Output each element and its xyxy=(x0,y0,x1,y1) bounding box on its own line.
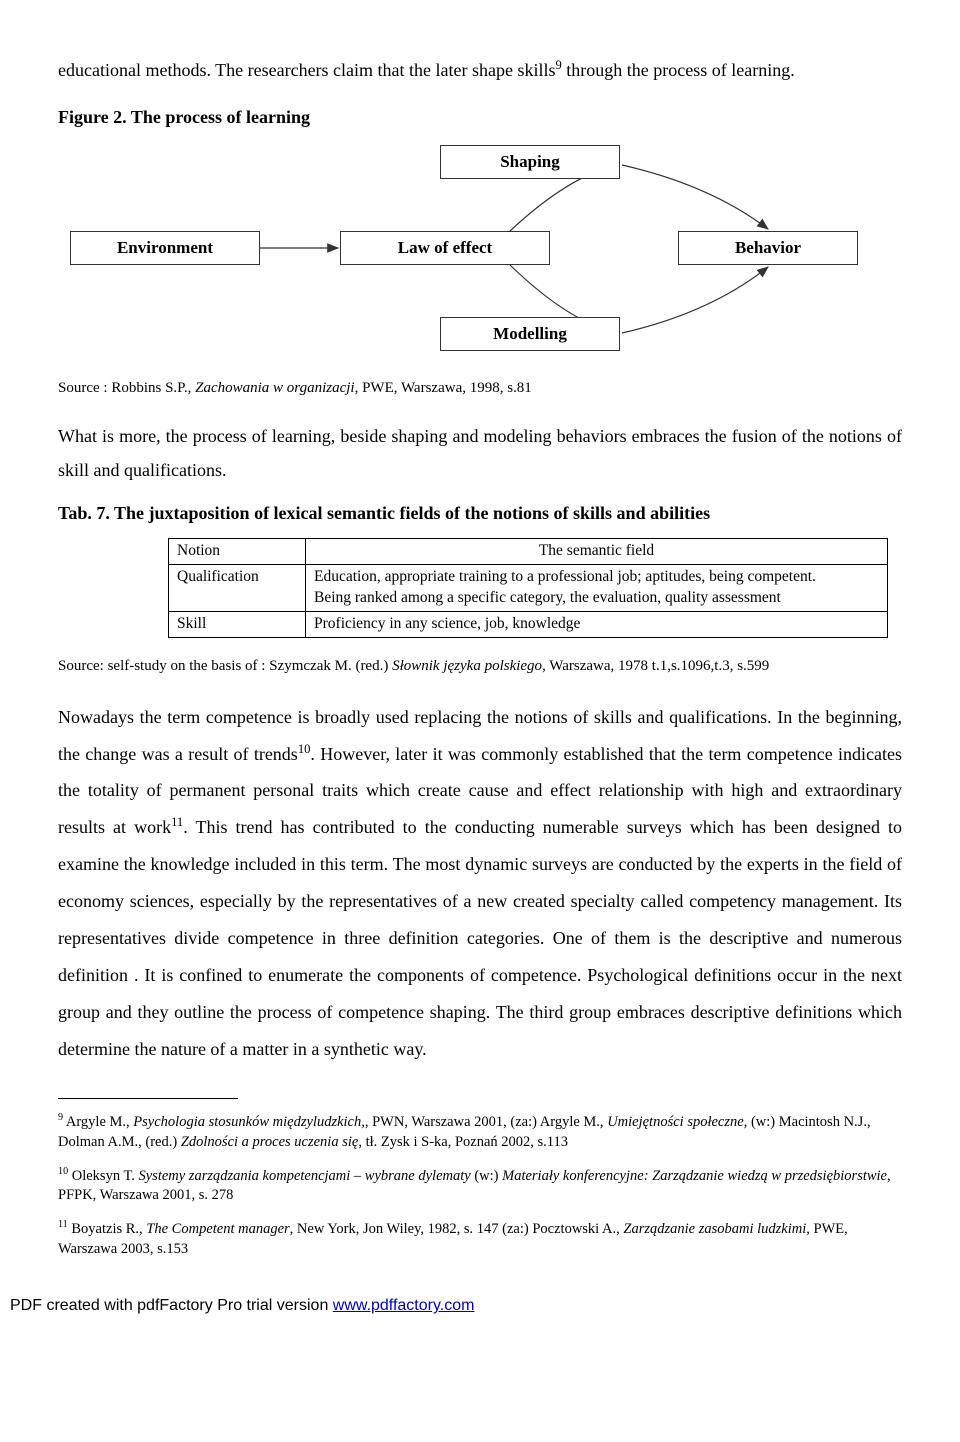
pdf-factory-banner: PDF created with pdfFactory Pro trial ve… xyxy=(0,1287,960,1345)
body-paragraph: Nowadays the term competence is broadly … xyxy=(58,699,902,1068)
table-header-row: Notion The semantic field xyxy=(169,539,888,565)
table-row: Skill Proficiency in any science, job, k… xyxy=(169,612,888,638)
process-of-learning-diagram: Shaping Environment Law of effect Behavi… xyxy=(70,145,890,365)
figure-source: Source : Robbins S.P., Zachowania w orga… xyxy=(58,375,902,403)
semantic-fields-table: Notion The semantic field Qualification … xyxy=(168,538,888,638)
node-modelling: Modelling xyxy=(440,317,620,351)
banner-link[interactable]: www.pdffactory.com xyxy=(333,1297,475,1314)
td-notion: Skill xyxy=(169,612,306,638)
footnote: 9 Argyle M., Psychologia stosunków międz… xyxy=(58,1113,902,1152)
node-shaping: Shaping xyxy=(440,145,620,179)
figure-caption: Figure 2. The process of learning xyxy=(58,101,902,134)
table-source: Source: self-study on the basis of : Szy… xyxy=(58,653,902,681)
node-behavior: Behavior xyxy=(678,231,858,265)
node-environment: Environment xyxy=(70,231,260,265)
footnote-rule xyxy=(58,1098,238,1099)
td-field: Proficiency in any science, job, knowled… xyxy=(306,612,888,638)
intro-b: through the process of learning. xyxy=(562,60,795,80)
footnotes-block: 9 Argyle M., Psychologia stosunków międz… xyxy=(58,1113,902,1259)
td-field: Education, appropriate training to a pro… xyxy=(306,565,888,612)
td-notion: Qualification xyxy=(169,565,306,612)
footnote: 10 Oleksyn T. Systemy zarządzania kompet… xyxy=(58,1167,902,1206)
table-caption: Tab. 7. The juxtaposition of lexical sem… xyxy=(58,497,902,530)
table-row: Qualification Education, appropriate tra… xyxy=(169,565,888,612)
footnote: 11 Boyatzis R., The Competent manager, N… xyxy=(58,1220,902,1259)
after-source-paragraph: What is more, the process of learning, b… xyxy=(58,420,902,487)
node-law: Law of effect xyxy=(340,231,550,265)
banner-text: PDF created with pdfFactory Pro trial ve… xyxy=(10,1297,333,1314)
intro-a: educational methods. The researchers cla… xyxy=(58,60,556,80)
intro-paragraph: educational methods. The researchers cla… xyxy=(58,54,902,87)
th-notion: Notion xyxy=(169,539,306,565)
th-field: The semantic field xyxy=(306,539,888,565)
